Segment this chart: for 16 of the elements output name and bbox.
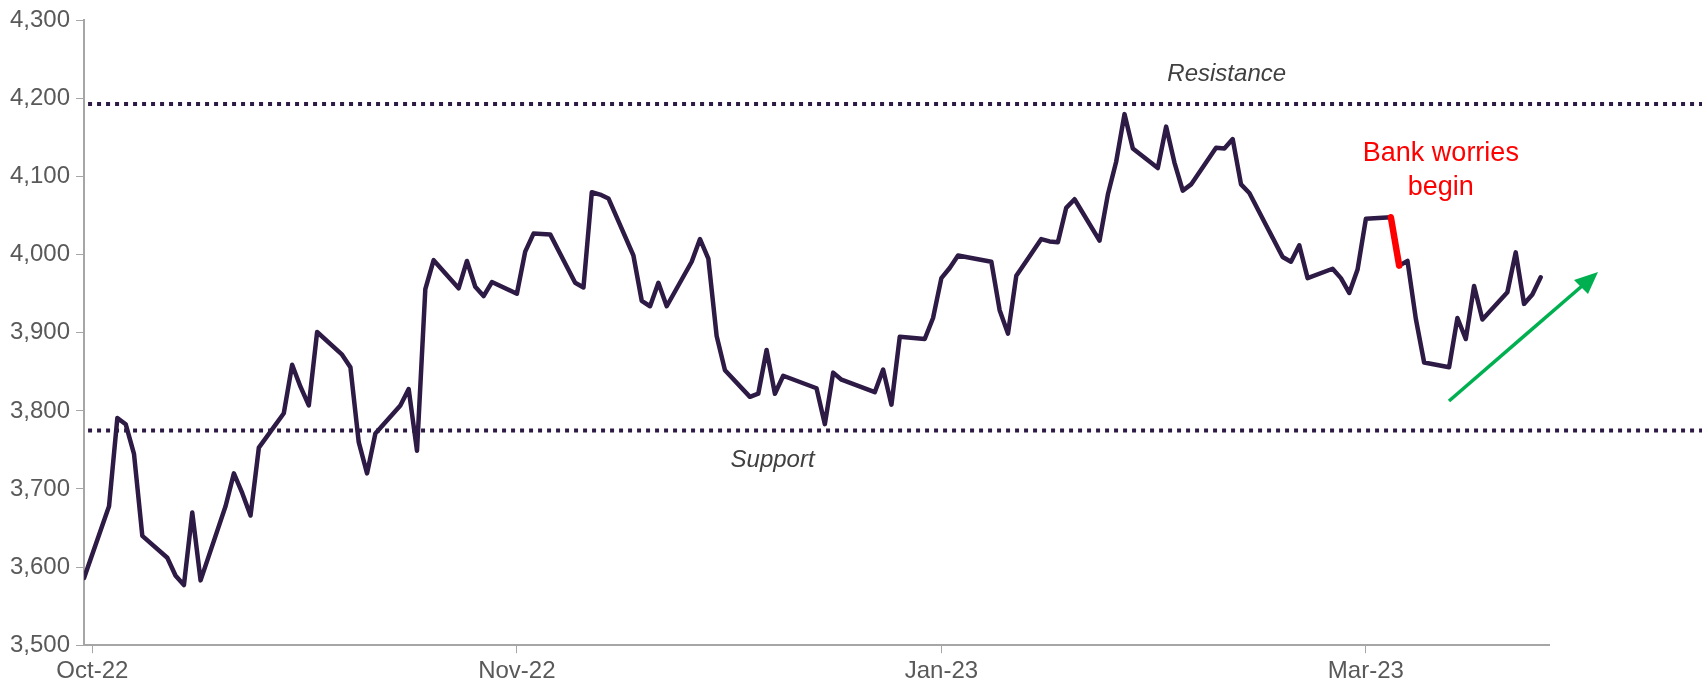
y-tick-label: 4,300: [10, 5, 71, 33]
y-tick-label: 3,500: [10, 629, 71, 657]
x-tick-label: Nov-22: [478, 656, 556, 684]
y-tick-label: 3,600: [10, 551, 71, 579]
x-tick-label: Oct-22: [56, 656, 129, 684]
y-tick-label: 3,700: [10, 473, 71, 501]
ref-line-label: Resistance: [1167, 58, 1287, 86]
annotation: Bank worries begin: [1362, 137, 1519, 202]
y-tick-label: 3,800: [10, 395, 71, 423]
x-tick-label: Mar-23: [1327, 656, 1404, 684]
x-tick-label: Jan-23: [904, 656, 979, 684]
y-tick-label: 3,900: [10, 317, 71, 345]
ref-line-label: Support: [730, 445, 816, 473]
y-tick-label: 4,000: [10, 239, 71, 267]
y-tick-label: 4,200: [10, 83, 71, 111]
y-tick-label: 4,100: [10, 161, 71, 189]
